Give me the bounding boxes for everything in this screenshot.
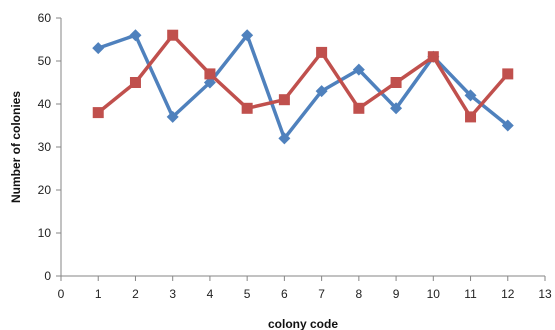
data-point-square [427, 51, 439, 63]
data-point-diamond [278, 132, 291, 145]
x-tick-label: 2 [132, 287, 139, 301]
y-tick-label: 20 [38, 183, 52, 197]
y-tick-label: 60 [38, 11, 52, 25]
x-tick-label: 8 [356, 287, 363, 301]
x-tick-label: 0 [58, 287, 65, 301]
data-point-diamond [92, 42, 105, 55]
data-point-square [390, 77, 402, 88]
data-point-square [353, 102, 365, 114]
data-point-square [502, 68, 514, 80]
data-point-diamond [501, 119, 514, 132]
x-tick-label: 6 [281, 287, 288, 301]
series-2-line [96, 33, 510, 119]
x-tick-label: 12 [501, 287, 515, 301]
y-tick-label: 30 [38, 140, 52, 154]
data-point-diamond [241, 29, 254, 42]
y-tick-label: 50 [38, 54, 52, 68]
series-2 [92, 29, 514, 123]
x-tick-label: 5 [244, 287, 251, 301]
data-point-square [167, 29, 179, 41]
data-point-diamond [464, 89, 477, 102]
x-tick-label: 4 [207, 287, 214, 301]
data-point-square [204, 68, 216, 80]
x-axis-title: colony code [268, 317, 338, 330]
x-tick-label: 11 [464, 287, 477, 301]
data-point-square [92, 107, 104, 119]
x-tick-label: 13 [538, 287, 552, 301]
data-point-square [241, 102, 253, 114]
x-tick-label: 7 [318, 287, 325, 301]
data-point-diamond [166, 110, 179, 123]
data-point-diamond [352, 63, 365, 76]
series-1-line [96, 33, 510, 141]
data-point-diamond [203, 76, 216, 89]
x-tick-label: 1 [95, 287, 102, 301]
data-point-square [316, 46, 328, 58]
data-point-square [465, 111, 477, 123]
series-1 [92, 29, 514, 145]
y-tick-label: 0 [44, 269, 51, 283]
data-point-diamond [129, 29, 142, 42]
x-tick-label: 3 [169, 287, 176, 301]
y-tick-label: 10 [38, 226, 52, 240]
y-axis-title: Number of colonies [9, 91, 23, 203]
x-tick-label: 9 [393, 287, 400, 301]
plot-area [92, 29, 514, 145]
y-tick-label: 40 [38, 97, 52, 111]
data-point-diamond [315, 85, 328, 98]
data-point-square [129, 77, 141, 88]
x-tick-label: 10 [427, 287, 441, 301]
data-point-square [278, 94, 290, 106]
data-point-diamond [390, 102, 403, 115]
